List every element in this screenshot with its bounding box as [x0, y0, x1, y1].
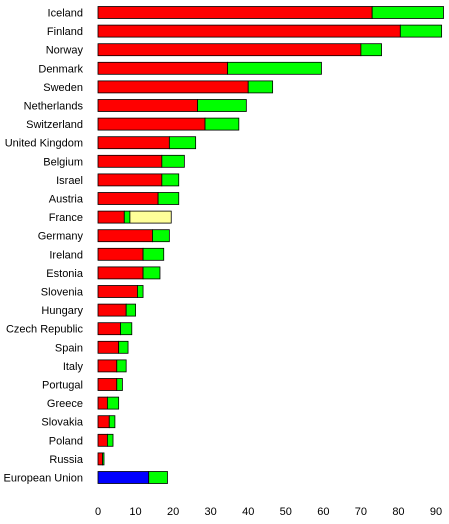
x-axis: 0 10 20 30 40 50 60 70 80 90	[95, 506, 442, 518]
category-label-united-kingdom: United Kingdom	[5, 138, 83, 150]
bar-sweden-series-1	[97, 80, 249, 94]
bar-united-kingdom-series-1	[97, 136, 170, 150]
category-label-hungary: Hungary	[41, 305, 83, 317]
bar-greece-series-1	[97, 396, 108, 410]
bar-finland-series-1	[97, 24, 401, 38]
bar-russia-series-1	[97, 452, 103, 466]
category-label-spain: Spain	[55, 342, 83, 354]
bar-ireland-series-3	[142, 247, 165, 261]
bar-slovakia-series-3	[108, 415, 116, 429]
bar-iceland-series-1	[97, 6, 373, 19]
bar-estonia-series-3	[142, 266, 161, 280]
category-label-estonia: Estonia	[46, 268, 84, 280]
bar-germany-series-1	[97, 229, 153, 243]
bar-slovakia-series-1	[97, 415, 110, 429]
category-label-switzerland: Switzerland	[26, 119, 83, 131]
category-label-austria: Austria	[49, 194, 84, 206]
bar-denmark-series-1	[97, 61, 228, 75]
bar-france-series-4	[129, 210, 172, 224]
bar-italy-series-3	[116, 359, 127, 373]
category-label-italy: Italy	[63, 361, 84, 373]
bar-italy-series-1	[97, 359, 118, 373]
bar-germany-series-3	[152, 229, 170, 243]
bar-netherlands-series-1	[97, 99, 198, 112]
x-tick-label-80: 80	[392, 506, 404, 518]
x-tick-label-0: 0	[95, 506, 101, 518]
category-label-ireland: Ireland	[49, 249, 83, 261]
bar-european-union-series-2	[97, 471, 150, 484]
bar-poland-series-3	[106, 433, 114, 447]
bar-segments	[97, 6, 444, 484]
bar-portugal-series-1	[97, 378, 118, 391]
bar-netherlands-series-3	[197, 99, 247, 112]
bar-france-series-3	[123, 210, 131, 224]
bar-finland-series-3	[399, 24, 443, 38]
category-label-slovenia: Slovenia	[41, 287, 84, 299]
x-tick-label-90: 90	[430, 506, 442, 518]
category-label-belgium: Belgium	[43, 156, 83, 168]
bar-slovenia-series-1	[97, 285, 138, 298]
bar-belgium-series-1	[97, 154, 163, 168]
bar-belgium-series-3	[161, 154, 185, 168]
bar-european-union-series-3	[148, 471, 168, 484]
x-tick-label-70: 70	[355, 506, 367, 518]
bar-switzerland-series-1	[97, 117, 206, 131]
category-label-portugal: Portugal	[42, 380, 83, 392]
bar-austria-series-3	[157, 192, 180, 205]
bar-russia-series-3	[102, 452, 105, 466]
bar-slovenia-series-3	[137, 285, 144, 298]
bar-greece-series-3	[106, 396, 120, 410]
bar-israel-series-3	[161, 173, 180, 187]
x-tick-label-10: 10	[129, 506, 141, 518]
category-label-france: France	[49, 212, 83, 224]
category-label-netherlands: Netherlands	[24, 101, 84, 113]
category-label-sweden: Sweden	[43, 82, 83, 94]
category-labels: Iceland Finland Norway Denmark Sweden Netherl…	[3, 8, 83, 485]
bar-austria-series-1	[97, 192, 159, 205]
bar-france-series-1	[97, 210, 125, 224]
bar-iceland-series-3	[371, 6, 444, 19]
bar-portugal-series-3	[116, 378, 123, 391]
category-label-czech-republic: Czech Republic	[6, 324, 84, 336]
x-tick-label-40: 40	[242, 506, 254, 518]
bar-poland-series-1	[97, 433, 108, 447]
bar-switzerland-series-3	[204, 117, 240, 131]
category-label-russia: Russia	[49, 454, 84, 466]
category-label-finland: Finland	[47, 26, 83, 38]
x-tick-label-20: 20	[167, 506, 179, 518]
bar-denmark-series-3	[227, 61, 322, 75]
bar-hungary-series-3	[125, 303, 136, 317]
bar-norway-series-3	[360, 43, 382, 57]
bar-estonia-series-1	[97, 266, 144, 280]
bar-israel-series-1	[97, 173, 163, 187]
bar-norway-series-1	[97, 43, 362, 57]
x-tick-label-50: 50	[280, 506, 292, 518]
bar-ireland-series-1	[97, 247, 144, 261]
category-label-slovakia: Slovakia	[41, 417, 83, 429]
bar-czech-republic-series-1	[97, 322, 121, 336]
x-tick-label-30: 30	[205, 506, 217, 518]
bar-spain-series-1	[97, 340, 120, 354]
category-label-poland: Poland	[49, 435, 83, 447]
bar-spain-series-3	[118, 340, 129, 354]
category-label-germany: Germany	[38, 231, 84, 243]
category-label-european-union: European Union	[3, 473, 83, 485]
bar-united-kingdom-series-3	[168, 136, 197, 150]
category-label-norway: Norway	[46, 45, 84, 57]
category-label-iceland: Iceland	[48, 8, 83, 20]
category-label-denmark: Denmark	[38, 63, 83, 75]
category-label-israel: Israel	[56, 175, 83, 187]
x-tick-label-60: 60	[317, 506, 329, 518]
category-label-greece: Greece	[47, 398, 83, 410]
bar-sweden-series-3	[247, 80, 274, 94]
bar-hungary-series-1	[97, 303, 127, 317]
bar-czech-republic-series-3	[120, 322, 133, 336]
